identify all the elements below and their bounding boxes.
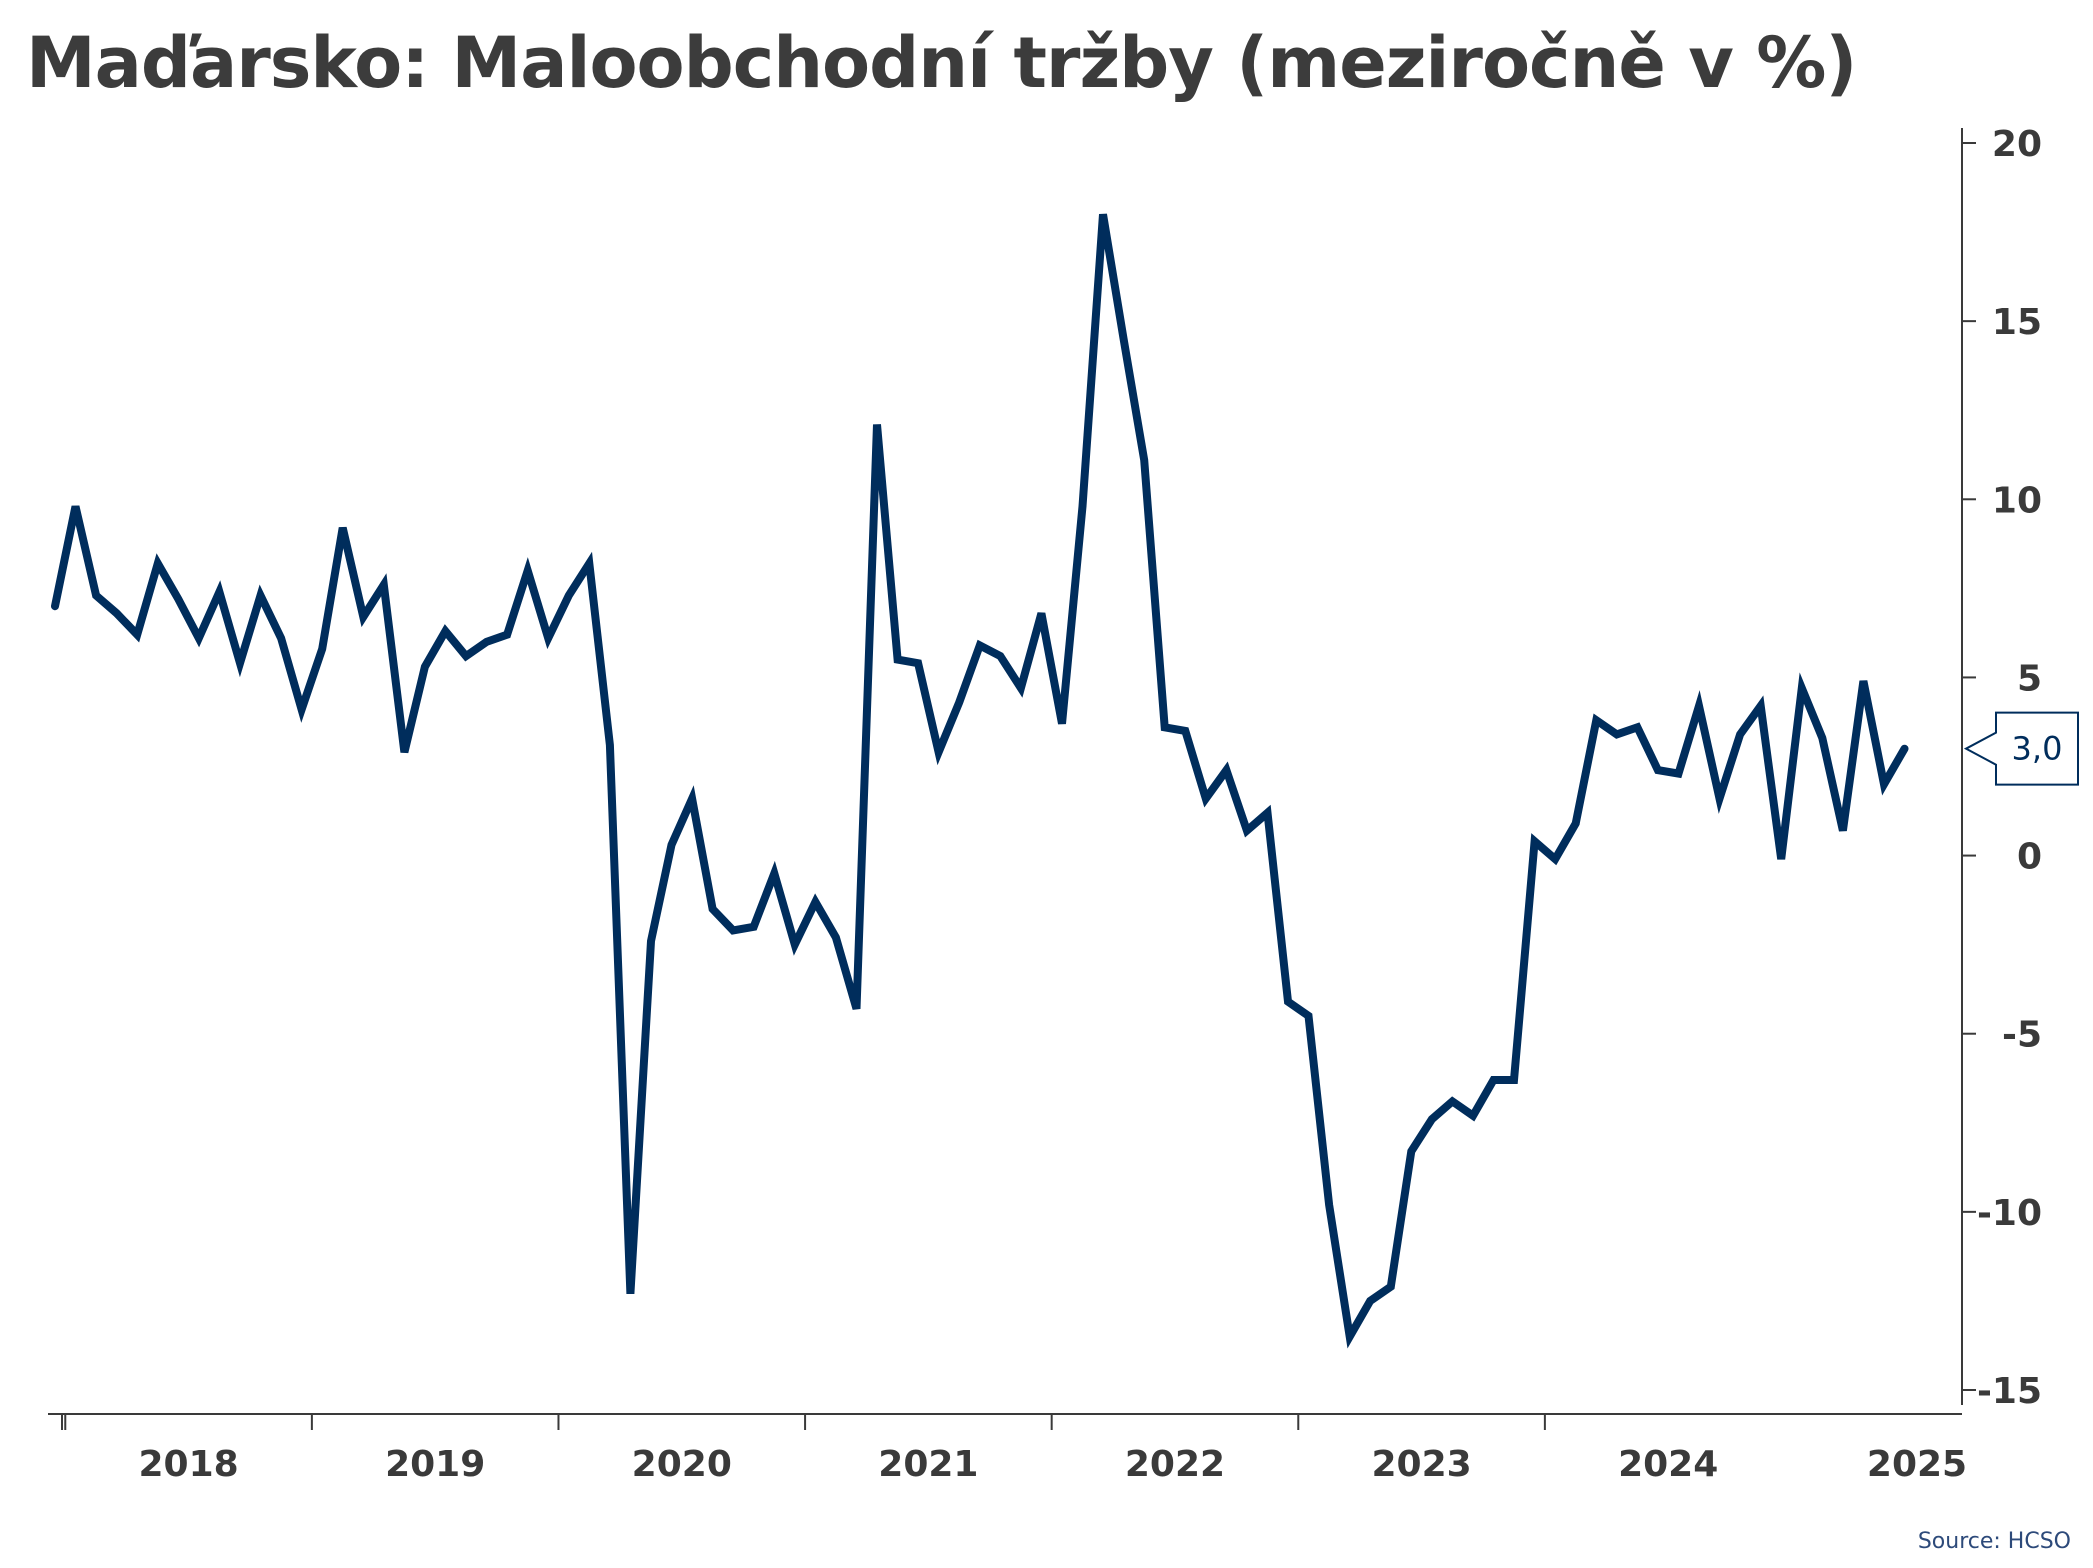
- y-tick-label: 10: [1992, 480, 2042, 521]
- y-tick-label: -5: [2002, 1015, 2042, 1056]
- last-value-callout: 3,0: [1963, 711, 2079, 786]
- y-tick-label: 5: [2017, 658, 2042, 699]
- x-tick-label: 2022: [1125, 1444, 1225, 1485]
- x-tick-label: 2021: [878, 1444, 978, 1485]
- y-tick-label: -15: [1977, 1371, 2042, 1412]
- y-tick-label: 15: [1992, 302, 2042, 343]
- x-tick-label: 2019: [385, 1444, 485, 1485]
- y-axis: 20 15 10 5 0 -5 -10 -15: [1961, 124, 2042, 1412]
- y-tick-label: 20: [1992, 124, 2042, 165]
- series-line-retail-sales: [51, 213, 1909, 1349]
- y-tick-label: 0: [2017, 837, 2042, 878]
- chart-title: Maďarsko: Maloobchodní tržby (meziročně …: [26, 22, 1857, 104]
- x-tick-label: 2024: [1618, 1444, 1718, 1485]
- series-group: [51, 213, 1909, 1349]
- x-axis: 2018 2019 2020 2021 2022 2023 2024 2025: [48, 1413, 1967, 1485]
- x-tick-label: 2025: [1867, 1444, 1967, 1485]
- x-tick-label: 2018: [138, 1444, 238, 1485]
- callout-label: 3,0: [2012, 730, 2063, 768]
- source-note: Source: HCSO: [1917, 1529, 2071, 1554]
- callout-box: [1963, 711, 2079, 786]
- y-tick-label: -10: [1977, 1193, 2042, 1234]
- x-tick-label: 2020: [632, 1444, 732, 1485]
- x-tick-label: 2023: [1371, 1444, 1471, 1485]
